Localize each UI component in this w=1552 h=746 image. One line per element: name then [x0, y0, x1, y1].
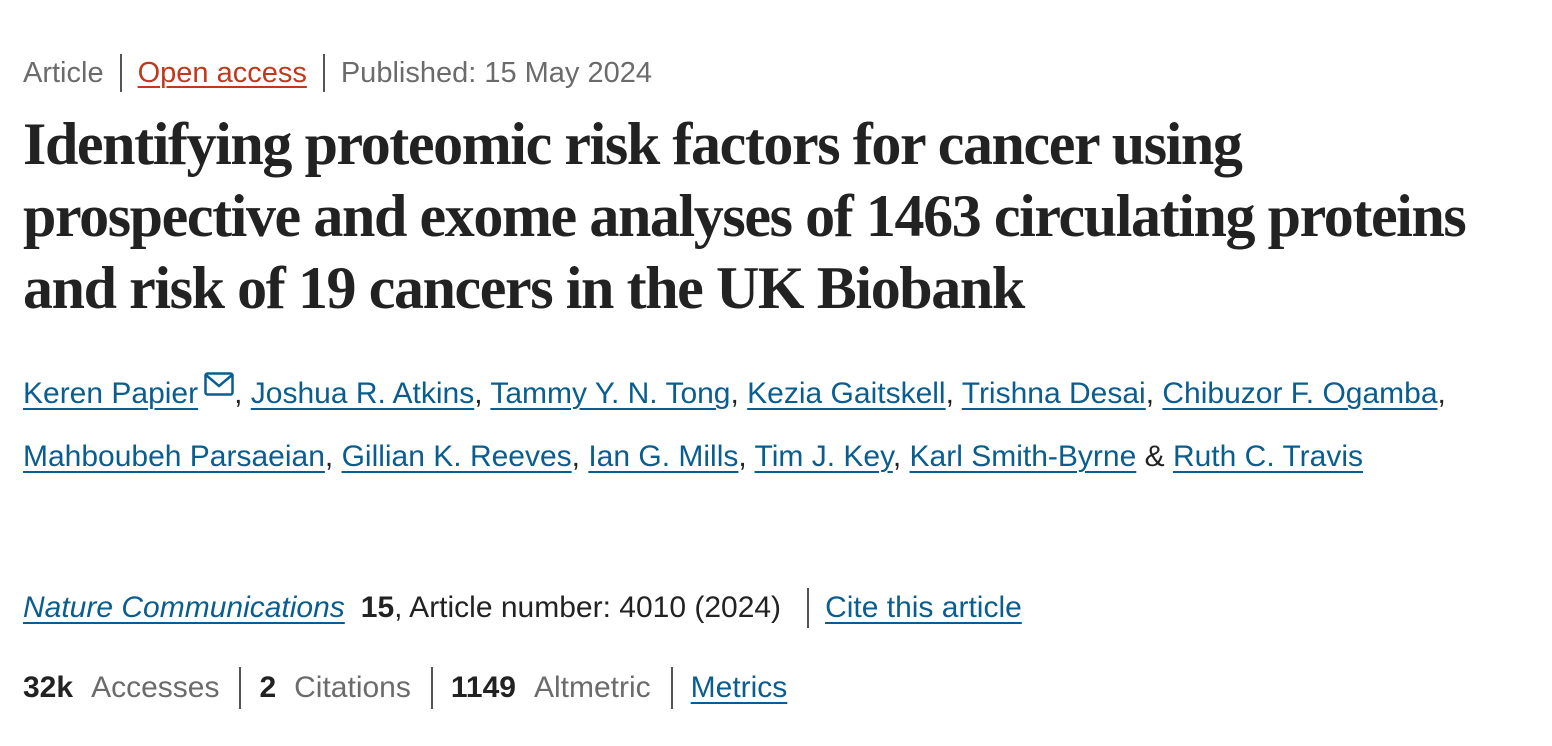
author-separator: , [234, 377, 251, 410]
author-separator: & [1136, 440, 1173, 473]
article-meta: Article Open access Published: 15 May 20… [23, 52, 652, 94]
author-link[interactable]: Tim J. Key [754, 440, 893, 473]
author-link[interactable]: Chibuzor F. Ogamba [1162, 377, 1438, 410]
altmetric-label: Altmetric [533, 671, 651, 704]
author-separator: , [474, 377, 491, 410]
article-number: , Article number: 4010 (2024) [394, 591, 782, 624]
author-link[interactable]: Ian G. Mills [588, 440, 739, 473]
author-link[interactable]: Tammy Y. N. Tong [490, 377, 731, 410]
accesses-count: 32k [23, 671, 74, 704]
cite-article-link[interactable]: Cite this article [825, 591, 1022, 624]
divider [322, 54, 325, 92]
author-link[interactable]: Gillian K. Reeves [341, 440, 572, 473]
article-type: Article [23, 56, 104, 89]
altmetric-score: 1149 [450, 671, 516, 704]
open-access-link[interactable]: Open access [137, 56, 307, 89]
author-separator: , [945, 377, 962, 410]
author-link[interactable]: Kezia Gaitskell [747, 377, 946, 410]
author-separator: , [892, 440, 910, 473]
divider [670, 667, 673, 709]
author-link[interactable]: Karl Smith-Byrne [909, 440, 1137, 473]
author-link[interactable]: Mahboubeh Parsaeian [23, 440, 325, 473]
divider [807, 588, 810, 628]
author-separator: , [571, 440, 589, 473]
author-link[interactable]: Ruth C. Travis [1172, 440, 1364, 473]
author-separator: , [738, 440, 755, 473]
mail-icon[interactable] [204, 372, 234, 396]
author-separator: , [730, 377, 748, 410]
citations-count: 2 [259, 671, 277, 704]
accesses-label: Accesses [91, 671, 220, 704]
journal-link[interactable]: Nature Communications [23, 591, 345, 624]
author-link[interactable]: Joshua R. Atkins [250, 377, 475, 410]
author-separator: , [324, 440, 342, 473]
citations-label: Citations [294, 671, 411, 704]
author-link[interactable]: Trishna Desai [961, 377, 1146, 410]
author-list: Keren Papier, Joshua R. Atkins, Tammy Y.… [23, 362, 1528, 488]
metrics-link[interactable]: Metrics [690, 671, 788, 704]
divider [430, 667, 433, 709]
divider [119, 54, 122, 92]
published-date: Published: 15 May 2024 [340, 56, 652, 89]
author-separator: , [1145, 377, 1163, 410]
metrics-row: 32k Accesses 2 Citations 1149 Altmetric … [23, 666, 787, 710]
author-separator: , [1437, 377, 1446, 410]
divider [239, 667, 242, 709]
journal-volume: 15 [360, 591, 395, 624]
article-title: Identifying proteomic risk factors for c… [23, 111, 1467, 321]
author-link[interactable]: Keren Papier [23, 377, 199, 410]
citation-row: Nature Communications 15 , Article numbe… [23, 586, 1022, 630]
